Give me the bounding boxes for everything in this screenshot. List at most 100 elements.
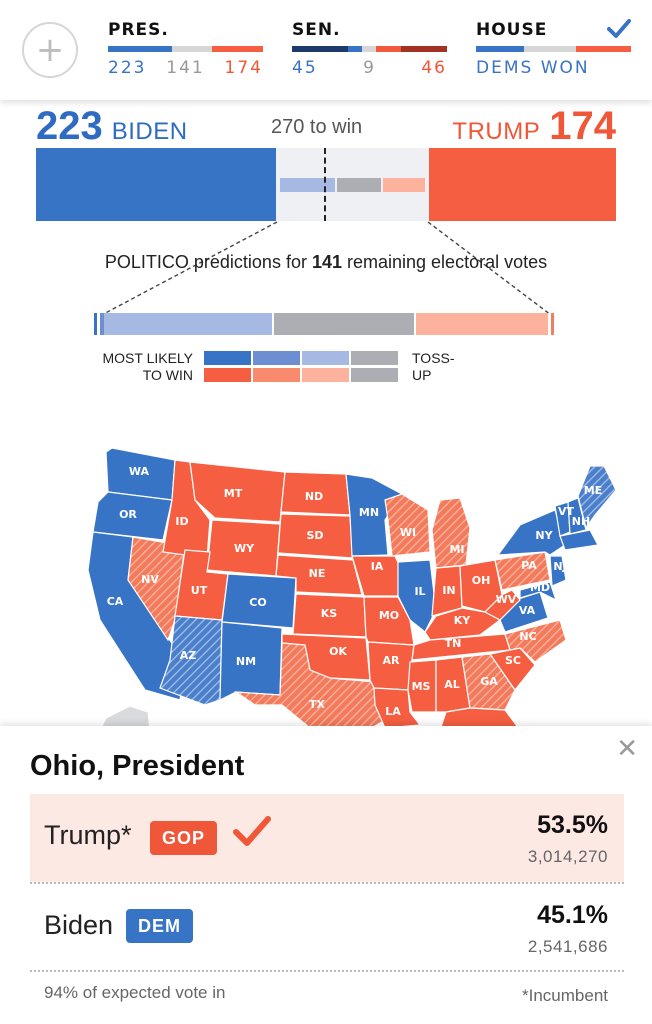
reporting-status: 94% of expected vote in (44, 983, 226, 1002)
pres-dem-count: 223 (108, 58, 147, 78)
state-mt[interactable] (189, 461, 286, 523)
prediction-connector-lines (95, 221, 556, 319)
prediction-caption: POLITICO predictions for 141 remaining e… (86, 250, 566, 275)
state-ga[interactable] (461, 653, 516, 711)
us-electoral-map[interactable]: WA OR CA NV ID MT WY UT AZ CO NM ND SD N… (0, 430, 652, 730)
dem-candidate-name: BIDEN (111, 118, 188, 145)
state-mi[interactable] (431, 497, 471, 569)
state-label: MI (449, 543, 464, 556)
race-title-house: HOUSE (476, 20, 548, 40)
state-label: NE (309, 567, 326, 580)
state-label: NM (236, 655, 256, 668)
state-label: NH (572, 515, 590, 528)
race-counts-senate: 45 9 46 (292, 58, 447, 78)
state-label: ND (305, 490, 323, 503)
candidate-name: Trump* (44, 820, 132, 850)
state-label: MO (379, 609, 399, 622)
state-label: VT (558, 505, 575, 518)
state-ny[interactable] (496, 509, 566, 556)
state-label: IL (414, 585, 425, 598)
legend-swatch (253, 368, 300, 382)
lean-dem-segment (280, 178, 335, 192)
state-label: TX (309, 698, 326, 711)
legend-toss-up-line1: TOSS- (412, 350, 455, 366)
candidate-vote-percent: 45.1% (537, 901, 608, 929)
legend-swatch (204, 368, 251, 382)
legend-swatch (253, 351, 300, 365)
state-label: WI (400, 526, 416, 539)
state-tx[interactable] (233, 642, 386, 730)
state-label: ID (175, 515, 188, 528)
dem-total: 223 BIDEN (36, 104, 188, 149)
rep-candidate-name: TRUMP (452, 118, 541, 145)
race-summary-house[interactable]: HOUSE DEMS WON (476, 19, 631, 78)
win-threshold-line (324, 148, 326, 221)
state-mn[interactable] (345, 473, 403, 557)
candidate-row-trump[interactable]: Trump* GOP 53.5% 3,014,270 (30, 794, 624, 882)
row-divider (30, 882, 624, 884)
state-label: WY (234, 542, 255, 555)
check-icon (607, 19, 631, 38)
state-label: AL (444, 678, 460, 691)
legend-swatch (302, 368, 349, 382)
legend-toss-up-line2: UP (412, 367, 432, 383)
state-ma[interactable] (559, 529, 599, 551)
rep-total: TRUMP 174 (452, 104, 616, 149)
state-label: CO (249, 596, 266, 609)
state-md[interactable] (519, 581, 558, 602)
state-wv[interactable] (484, 589, 521, 621)
state-label: NY (535, 529, 553, 542)
candidate-name: Biden (44, 910, 114, 940)
electoral-vote-bar (36, 148, 616, 221)
state-label: WA (129, 465, 150, 478)
prediction-bar (94, 313, 556, 335)
state-label: MN (359, 506, 379, 519)
candidate-vote-count: 3,014,270 (527, 847, 608, 866)
state-label: SC (505, 654, 521, 667)
lean-rep-segment (383, 178, 425, 192)
legend-swatch (302, 351, 349, 365)
state-label: NJ (553, 560, 566, 573)
state-ms[interactable] (407, 659, 437, 713)
prediction-legend: MOST LIKELY TO WIN TOSS- UP (96, 350, 496, 384)
state-label: IA (371, 560, 384, 573)
remaining-votes: 141 (311, 252, 342, 272)
state-race-title: Ohio, President (30, 750, 245, 782)
add-race-button[interactable]: + (22, 22, 78, 78)
state-nh[interactable] (567, 497, 587, 535)
legend-most-likely-line2: TO WIN (142, 367, 193, 383)
candidate-row-biden[interactable]: Biden DEM 45.1% 2,541,686 (30, 884, 624, 972)
plus-icon: + (35, 30, 65, 70)
rep-electoral-fill (429, 148, 616, 221)
race-counts-president: 223 141 174 (108, 58, 263, 78)
incumbent-footnote: *Incumbent (522, 986, 608, 1005)
race-title-senate: SEN. (292, 20, 341, 40)
state-label: IN (442, 584, 455, 597)
state-wi[interactable] (384, 493, 431, 557)
state-label: UT (191, 584, 208, 597)
party-badge-dem: DEM (126, 909, 193, 943)
state-label: NC (519, 630, 536, 643)
race-bar-senate (292, 46, 447, 52)
state-pa[interactable] (494, 551, 551, 591)
race-summary-senate[interactable]: SEN. 45 9 46 (292, 20, 447, 78)
sen-dem-count: 45 (292, 58, 318, 78)
legend-toss-up: TOSS- UP (412, 350, 455, 384)
candidate-vote-percent: 53.5% (537, 811, 608, 839)
state-label: MT (224, 487, 243, 500)
candidate-vote-count: 2,541,686 (527, 937, 608, 956)
house-status: DEMS WON (476, 58, 590, 78)
state-label: OK (329, 645, 347, 658)
race-bar-president (108, 46, 263, 52)
state-me[interactable] (577, 465, 617, 530)
state-label: WV (496, 593, 517, 606)
pres-rep-count: 174 (224, 58, 263, 78)
state-label: OH (472, 574, 491, 587)
toss-up-segment (337, 178, 381, 192)
race-summary-president[interactable]: PRES. 223 141 174 (108, 20, 263, 78)
close-icon[interactable]: ✕ (616, 734, 638, 764)
state-nj[interactable] (549, 555, 567, 587)
win-threshold: 270 to win (271, 116, 363, 138)
dem-electoral-fill (36, 148, 276, 221)
state-nc[interactable] (489, 619, 567, 663)
